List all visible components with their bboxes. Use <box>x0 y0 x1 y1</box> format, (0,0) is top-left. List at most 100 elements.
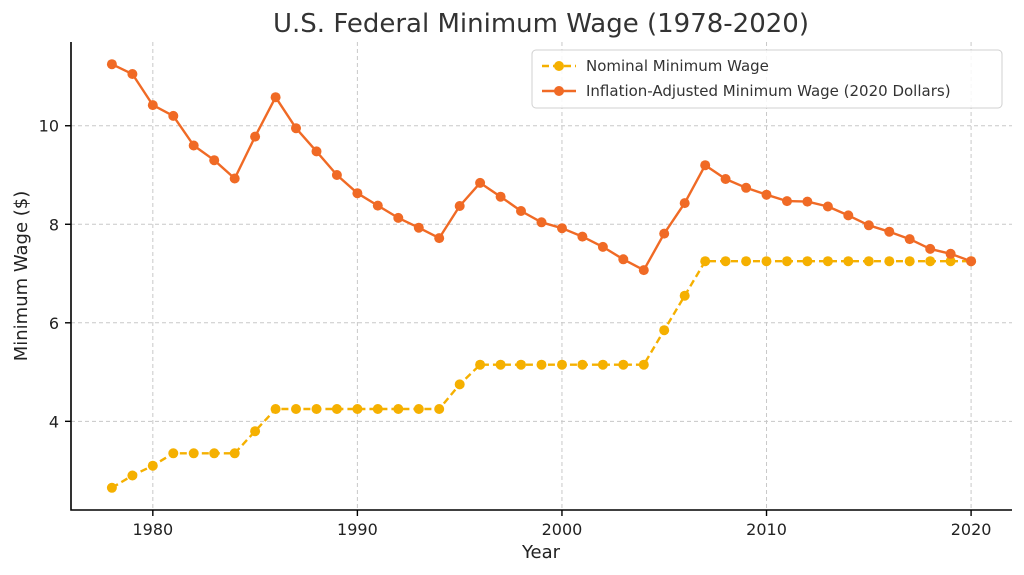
data-point <box>843 210 854 221</box>
data-point <box>454 201 465 211</box>
series-0 <box>106 256 977 493</box>
data-point <box>945 248 956 259</box>
data-point <box>413 222 424 233</box>
data-point <box>822 256 833 267</box>
data-point <box>106 59 117 70</box>
data-point <box>966 256 977 267</box>
y-tick-label: 10 <box>39 117 59 136</box>
y-tick-label: 8 <box>49 215 59 234</box>
data-point <box>475 177 486 188</box>
axis-spines <box>70 42 1012 511</box>
legend-label-adjusted: Inflation-Adjusted Minimum Wage (2020 Do… <box>586 82 951 100</box>
data-point <box>863 220 874 231</box>
data-point <box>495 191 506 202</box>
legend-marker-nominal <box>554 61 564 71</box>
x-tick-label: 1990 <box>337 520 378 539</box>
data-point <box>720 256 731 267</box>
data-point <box>188 140 199 151</box>
data-point <box>188 448 199 459</box>
series-line <box>111 260 972 489</box>
data-point <box>147 100 158 111</box>
data-point <box>311 404 322 414</box>
data-point <box>393 404 404 414</box>
data-point <box>822 201 833 212</box>
data-point <box>925 243 936 254</box>
data-point <box>434 233 445 244</box>
data-point <box>700 256 711 267</box>
x-tick-label: 2010 <box>746 520 787 539</box>
data-point <box>679 198 690 209</box>
data-point <box>741 182 752 193</box>
data-point <box>802 256 813 267</box>
data-point <box>679 290 690 301</box>
legend-label-nominal: Nominal Minimum Wage <box>586 57 769 75</box>
data-point <box>638 265 649 276</box>
data-point <box>209 155 220 166</box>
axes <box>70 42 1012 511</box>
data-point <box>884 226 895 237</box>
data-point <box>557 223 567 234</box>
chart-title: U.S. Federal Minimum Wage (1978-2020) <box>273 9 809 39</box>
data-point <box>597 359 608 370</box>
data-point <box>434 404 445 414</box>
legend-box <box>531 49 1003 109</box>
series-layer <box>106 59 977 493</box>
data-point <box>659 325 670 336</box>
data-point <box>618 254 629 265</box>
data-point <box>884 256 895 267</box>
data-point <box>372 200 383 211</box>
data-point <box>352 404 363 414</box>
data-point <box>291 404 301 414</box>
data-point <box>352 188 363 199</box>
data-point <box>782 196 792 207</box>
data-point <box>618 359 629 370</box>
data-point <box>945 256 956 267</box>
data-point <box>863 256 874 267</box>
data-point <box>270 92 281 103</box>
grid <box>71 42 1012 510</box>
data-point <box>229 173 240 184</box>
data-point <box>372 404 383 414</box>
data-point <box>761 256 772 267</box>
data-point <box>741 256 752 267</box>
data-point <box>127 470 138 481</box>
data-point <box>638 359 649 370</box>
data-point <box>127 69 138 79</box>
data-point <box>209 448 220 459</box>
data-point <box>331 170 342 180</box>
series-1 <box>106 59 977 276</box>
y-tick-label: 4 <box>49 412 59 431</box>
x-tick-label: 1980 <box>132 520 173 539</box>
data-point <box>720 174 731 184</box>
data-point <box>250 426 261 437</box>
data-point <box>311 146 322 157</box>
x-tick-label: 2000 <box>542 520 583 539</box>
data-point <box>147 460 158 471</box>
ticks: 1980 1990 2000 2010 2020 4 6 8 10 <box>39 117 992 539</box>
data-point <box>250 131 261 142</box>
data-point <box>475 359 486 370</box>
data-point <box>393 212 404 223</box>
data-point <box>843 256 854 267</box>
data-point <box>782 256 792 267</box>
data-point <box>925 256 936 267</box>
data-point <box>331 404 342 414</box>
data-point <box>291 123 301 134</box>
data-point <box>270 404 281 414</box>
x-tick-label: 2020 <box>951 520 992 539</box>
data-point <box>904 234 915 245</box>
data-point <box>904 256 915 267</box>
x-axis-label: Year <box>521 542 561 563</box>
data-point <box>557 359 567 370</box>
legend-marker-adjusted <box>554 86 564 96</box>
data-point <box>168 448 179 459</box>
data-point <box>597 241 608 252</box>
legend: Nominal Minimum Wage Inflation-Adjusted … <box>531 49 1003 109</box>
data-point <box>577 359 588 370</box>
data-point <box>516 206 526 216</box>
y-axis-label: Minimum Wage ($) <box>11 191 32 362</box>
data-point <box>536 217 547 228</box>
data-point <box>802 196 813 207</box>
data-point <box>454 379 465 390</box>
